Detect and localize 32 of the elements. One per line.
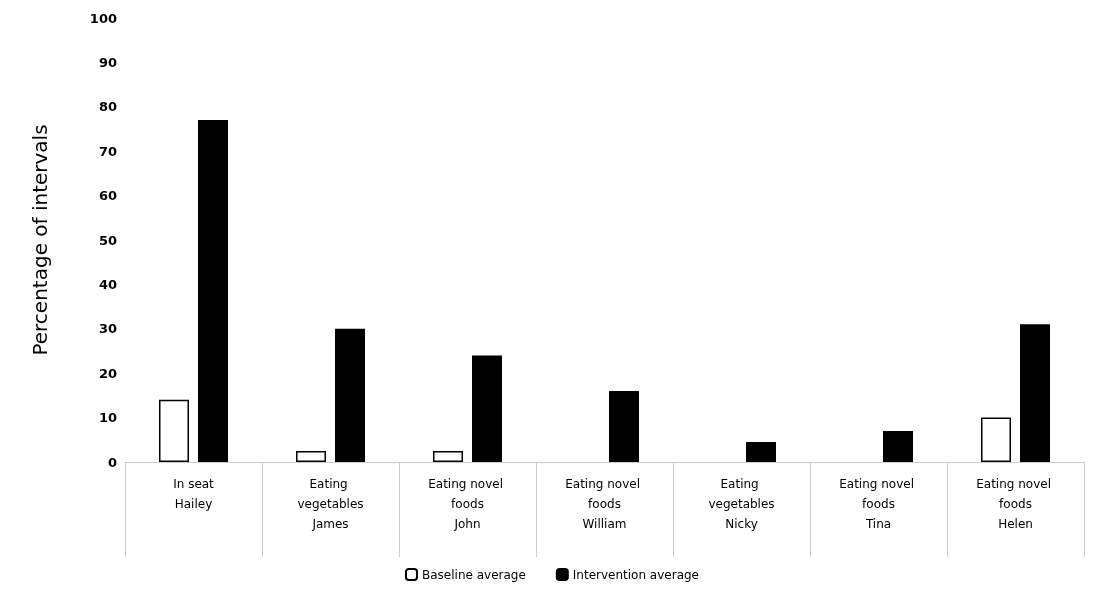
x-tick-label: Eating novel foods William — [565, 477, 644, 531]
y-tick-label: 100 — [89, 10, 117, 26]
bar — [609, 390, 639, 462]
bar — [433, 450, 463, 462]
y-axis-title: Percentage of intervals — [28, 124, 52, 356]
bar — [159, 399, 189, 462]
bar — [198, 120, 228, 462]
y-tick-label: 90 — [98, 54, 117, 70]
x-tick-label: Eating novel foods Helen — [976, 477, 1055, 531]
y-tick-label: 40 — [98, 276, 117, 292]
legend-label: Baseline average — [422, 567, 526, 582]
y-tick-label: 50 — [98, 232, 117, 248]
y-tick-label: 60 — [98, 188, 117, 204]
y-tick-label: 10 — [98, 410, 117, 426]
y-tick-label: 80 — [98, 99, 117, 115]
bar — [296, 450, 326, 462]
bar — [1020, 324, 1050, 462]
x-tick-label: Eating vegetables James — [297, 477, 364, 531]
bar — [981, 417, 1011, 462]
x-tick-label: In seat Hailey — [173, 477, 215, 511]
bar — [472, 355, 502, 462]
y-tick-label: 0 — [107, 454, 117, 470]
y-tick-label: 30 — [98, 321, 117, 337]
bar — [883, 430, 913, 462]
x-tick-label: Eating novel foods John — [428, 477, 507, 531]
x-tick-label: Eating novel foods Tina — [839, 477, 918, 531]
bar — [335, 328, 365, 462]
legend-label: Intervention average — [572, 567, 699, 582]
y-tick-label: 70 — [98, 143, 117, 159]
y-tick-label: 20 — [98, 365, 117, 381]
x-tick-label: Eating vegetables Nicky — [708, 477, 775, 531]
bar — [746, 442, 776, 462]
